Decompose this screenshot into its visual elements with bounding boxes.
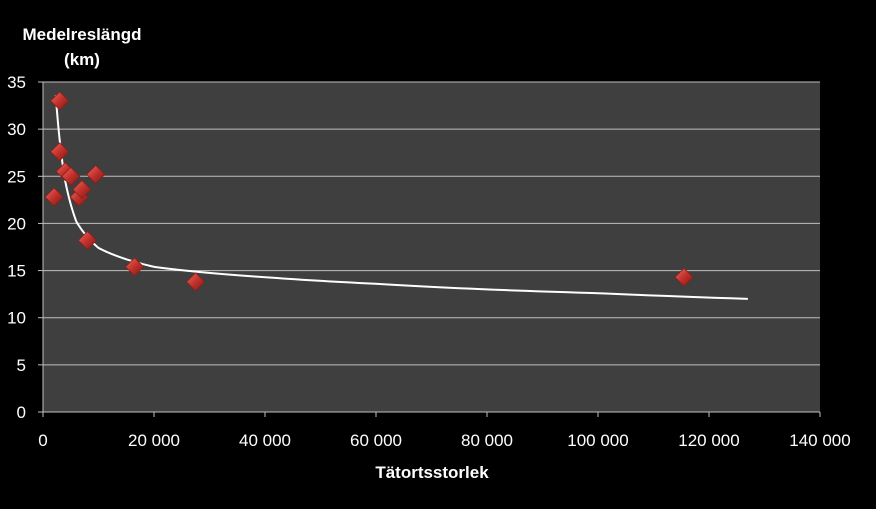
x-tick-label-3: 60 000 <box>350 431 402 450</box>
data-point-6 <box>72 179 92 200</box>
x-tick-labels: 0 20 000 40 000 60 000 80 000 100 000 120 000 1… <box>38 431 850 450</box>
data-point-9 <box>125 257 145 277</box>
y-tick-label-5: 25 <box>7 167 26 186</box>
x-tick-label-6: 120 000 <box>678 431 739 450</box>
y-tick-label-4: 20 <box>7 214 26 233</box>
y-tick-label-6: 30 <box>7 120 26 139</box>
y-tick-label-2: 10 <box>7 309 26 328</box>
x-tick-label-7: 140 000 <box>789 431 850 450</box>
y-tick-label-0: 0 <box>17 403 26 422</box>
data-point-2 <box>50 142 70 162</box>
data-point-8 <box>86 164 106 184</box>
data-point-4 <box>61 166 81 186</box>
x-tick-label-4: 80 000 <box>461 431 513 450</box>
y-tick-label-7: 35 <box>7 73 26 92</box>
x-tick-label-1: 20 000 <box>128 431 180 450</box>
data-markers <box>44 91 694 292</box>
data-point-1 <box>50 91 70 111</box>
axes <box>38 81 821 417</box>
y-axis-title-unit: (km) <box>64 50 100 69</box>
x-tick-label-5: 100 000 <box>567 431 628 450</box>
data-point-7 <box>77 230 97 250</box>
data-point-10 <box>186 272 206 292</box>
x-tick-label-2: 40 000 <box>239 431 291 450</box>
gridlines <box>43 81 820 366</box>
y-tick-label-3: 15 <box>7 262 26 281</box>
y-tick-labels: 0 5 10 15 20 25 30 35 <box>7 73 26 422</box>
y-axis-title: Medelreslängd <box>22 25 141 44</box>
plot-area <box>43 82 820 412</box>
data-point-11 <box>674 267 694 287</box>
data-point-0 <box>44 187 64 207</box>
x-tick-label-0: 0 <box>38 431 47 450</box>
y-tick-label-1: 5 <box>17 356 26 375</box>
x-axis-title: Tätortsstorlek <box>375 463 489 482</box>
